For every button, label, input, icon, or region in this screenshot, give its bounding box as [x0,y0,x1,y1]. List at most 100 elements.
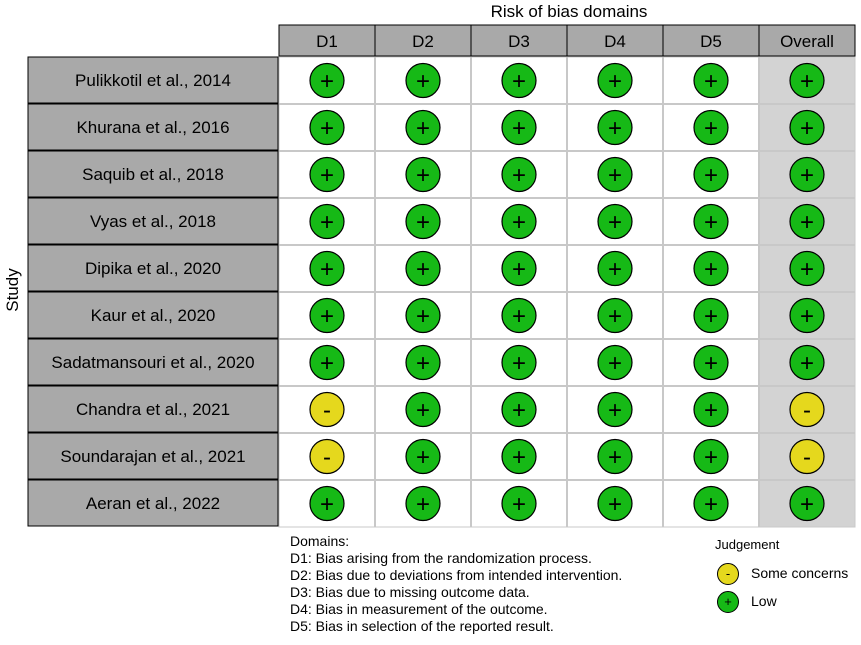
study-label-cell [27,150,279,198]
judgement-symbol: + [608,256,622,283]
low-risk-icon [405,344,441,381]
judgement-symbol: + [320,209,334,236]
judgement-symbol: + [704,68,718,95]
judgement-symbol: + [608,115,622,142]
low-risk-icon [693,297,729,334]
low-risk-icon [597,62,633,99]
low-risk-icon [309,203,345,240]
judgement-symbol: + [800,256,814,283]
judgement-legend: Judgement - Some concerns + Low [703,533,861,618]
judgement-symbol: + [608,350,622,377]
judgement-symbol: + [704,162,718,189]
low-risk-icon [405,438,441,475]
study-label-cell [27,338,279,386]
column-header-cell-d1 [278,24,376,57]
low-risk-icon [597,203,633,240]
judgement-symbol: - [323,444,331,471]
study-label-cell [27,244,279,292]
judgement-symbol: + [608,444,622,471]
low-risk-icon [405,391,441,428]
judgement-symbol: + [608,209,622,236]
legend-label-low: Low [751,593,777,609]
judgement-symbol: + [320,491,334,518]
low-risk-icon [789,297,825,334]
low-risk-icon [501,203,537,240]
judgement-symbol: + [800,303,814,330]
judgement-symbol: + [416,68,430,95]
judgement-symbol: + [416,162,430,189]
study-label: Aeran et al., 2022 [86,494,220,513]
low-risk-icon [501,297,537,334]
low-risk-icon [789,485,825,522]
study-label-cell [27,56,279,104]
judgement-symbol: + [800,162,814,189]
low-risk-icon [597,344,633,381]
low-risk-icon [405,109,441,146]
low-risk-icon [309,156,345,193]
low-risk-icon [597,156,633,193]
study-label: Soundarajan et al., 2021 [60,447,245,466]
column-header-d1: D1 [316,32,338,51]
column-header-d2: D2 [412,32,434,51]
study-label-cell [27,103,279,151]
judgement-symbol: - [323,397,331,424]
low-risk-icon [789,250,825,287]
judgement-legend-title: Judgement [715,537,780,552]
low-risk-icon [789,156,825,193]
column-header-cell-d5 [662,24,760,57]
low-risk-icon: + [717,591,739,613]
judgement-symbol: + [512,350,526,377]
judgement-symbol: + [704,256,718,283]
judgement-symbol: + [704,209,718,236]
low-risk-icon [309,62,345,99]
judgement-symbol: + [512,303,526,330]
judgement-symbol: + [800,209,814,236]
judgement-symbol: + [800,68,814,95]
domain-note-d4: D4: Bias in measurement of the outcome. [290,601,548,617]
judgement-symbol: + [416,397,430,424]
low-risk-icon [693,391,729,428]
judgement-symbol: + [704,397,718,424]
study-label: Khurana et al., 2016 [76,118,229,137]
column-header-d4: D4 [604,32,626,51]
study-label: Vyas et al., 2018 [90,212,216,231]
judgement-symbol: + [800,115,814,142]
column-header-d3: D3 [508,32,530,51]
judgement-symbol: + [512,68,526,95]
low-risk-icon [693,344,729,381]
judgement-symbol: - [803,397,811,424]
judgement-symbol: + [320,115,334,142]
judgement-symbol: + [704,491,718,518]
low-risk-icon [597,438,633,475]
some-concerns-icon [309,438,345,475]
low-risk-icon [693,156,729,193]
judgement-symbol: - [803,444,811,471]
judgement-symbol: + [512,209,526,236]
judgement-symbol: + [608,68,622,95]
study-label-cell [27,432,279,480]
low-risk-icon [789,62,825,99]
low-risk-icon [405,156,441,193]
judgement-symbol: + [416,256,430,283]
judgement-symbol: + [416,115,430,142]
study-label: Sadatmansouri et al., 2020 [51,353,254,372]
study-label: Pulikkotil et al., 2014 [75,71,231,90]
judgement-symbol: + [704,350,718,377]
judgement-symbol: + [608,397,622,424]
judgement-symbol: + [320,350,334,377]
judgement-symbol: + [416,491,430,518]
judgement-symbol: + [416,303,430,330]
judgement-symbol: + [320,68,334,95]
judgement-symbol: + [512,491,526,518]
column-header-cell-d2 [374,24,472,57]
judgement-symbol: + [512,397,526,424]
low-risk-icon [405,203,441,240]
judgement-symbol: + [416,209,430,236]
judgement-symbol: + [416,350,430,377]
study-label: Dipika et al., 2020 [85,259,221,278]
low-risk-icon [309,109,345,146]
low-risk-icon [309,485,345,522]
column-header-cell-overall [758,24,856,57]
low-risk-icon [789,109,825,146]
low-risk-icon [597,485,633,522]
